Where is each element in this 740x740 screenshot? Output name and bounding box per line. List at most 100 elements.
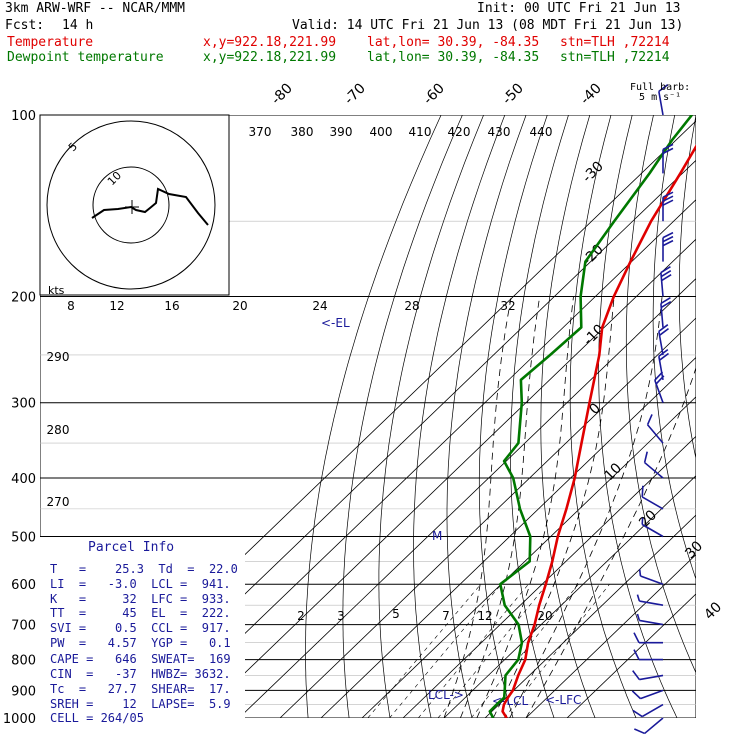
theta-label: 400 bbox=[370, 125, 393, 139]
wind-barb-flag bbox=[643, 451, 648, 463]
wind-barb-flag bbox=[633, 649, 640, 660]
theta-e-label: 270 bbox=[47, 495, 70, 509]
wind-barb bbox=[633, 649, 663, 661]
temperature-latlon: lat,lon= 30.39, -84.35 bbox=[367, 35, 540, 50]
dry-adiabat-line bbox=[478, 115, 548, 718]
dry-adiabat-line bbox=[729, 115, 740, 718]
isotherm-label: -20 bbox=[579, 241, 606, 268]
mixing-ratio-line bbox=[504, 584, 610, 718]
isotherm-label: -60 bbox=[420, 80, 447, 107]
mixing-ratio-line bbox=[418, 584, 529, 718]
full-barb-legend: Full barb: 5 m s⁻¹ bbox=[630, 83, 690, 103]
full-barb-label: Full barb: bbox=[630, 82, 691, 93]
parcel-line-cape: CAPE = 646 SWEAT= 169 bbox=[50, 652, 231, 666]
wind-barb bbox=[632, 703, 664, 718]
mixing-ratio-label: 20 bbox=[537, 609, 552, 623]
pressure-tick-label: 300 bbox=[11, 397, 36, 412]
mixing-ratio-label: 2 bbox=[297, 609, 305, 623]
wind-barb bbox=[662, 231, 674, 262]
isotherm-line bbox=[361, 396, 696, 718]
pressure-tick-label: 100 bbox=[11, 109, 36, 124]
isotherm-label: -80 bbox=[268, 80, 295, 107]
theta-label: 390 bbox=[330, 125, 353, 139]
dewpoint-xy: x,y=922.18,221.99 bbox=[203, 50, 337, 65]
wind-barb-flag bbox=[662, 195, 674, 202]
hodograph-speed-label: 16 bbox=[164, 299, 179, 313]
theta-e-label: 290 bbox=[47, 350, 70, 364]
isotherm-line bbox=[566, 593, 696, 718]
dry-adiabat-line bbox=[510, 115, 569, 718]
hodograph-speed-label: 12 bbox=[109, 299, 124, 313]
parcel-line-tc: Tc = 27.7 SHEAR= 17. bbox=[50, 682, 231, 696]
wind-barb-flag bbox=[660, 266, 671, 274]
wind-barb-flag bbox=[662, 239, 674, 247]
wind-barb bbox=[641, 485, 664, 510]
wind-barb-half-flag bbox=[636, 594, 641, 602]
wind-barb bbox=[660, 266, 672, 297]
wind-barb-half-flag bbox=[641, 517, 644, 525]
hodograph-kts-label: kts bbox=[48, 284, 65, 297]
parcel-line-tt: TT = 45 EL = 222. bbox=[50, 606, 231, 620]
dry-adiabat-line bbox=[705, 115, 740, 718]
moist-adiabat-line bbox=[509, 296, 663, 718]
mixing-ratio-line bbox=[437, 584, 548, 718]
theta-label: 420 bbox=[448, 125, 471, 139]
wind-barb-flag bbox=[634, 728, 645, 735]
wind-barb bbox=[634, 717, 664, 735]
isotherm-line bbox=[525, 553, 696, 718]
isotherm-label: 40 bbox=[701, 599, 725, 623]
wind-barb bbox=[631, 689, 664, 700]
dry-adiabat-line bbox=[342, 115, 463, 718]
temperature-profile-line bbox=[501, 144, 696, 718]
wind-barb-flag bbox=[633, 632, 640, 644]
wind-barb bbox=[632, 670, 664, 681]
wind-barb bbox=[643, 451, 664, 479]
parcel-line-sreh: SREH = 12 LAPSE= 5.9 bbox=[50, 697, 231, 711]
moist-adiabat-line bbox=[460, 296, 541, 718]
forecast-label: Fcst: bbox=[5, 18, 45, 33]
wind-barb-shaft bbox=[640, 575, 664, 585]
hodograph-speed-label: 32 bbox=[500, 299, 515, 313]
wind-barb-shaft bbox=[641, 703, 664, 718]
sounding-annotation: <-LCL bbox=[492, 694, 528, 708]
moist-adiabat-line bbox=[492, 296, 615, 718]
dry-adiabat-line bbox=[446, 115, 527, 718]
moist-adiabat-line bbox=[525, 366, 696, 718]
wind-barb-shaft bbox=[641, 496, 664, 510]
wind-barb-flag bbox=[646, 414, 653, 426]
full-barb-unit: 5 m s⁻¹ bbox=[639, 92, 682, 103]
isotherm-line bbox=[238, 278, 696, 718]
mixing-ratio-label: 12 bbox=[477, 609, 492, 623]
wind-barb-shaft bbox=[644, 717, 664, 735]
isotherm-line bbox=[443, 475, 696, 718]
isotherm-label: -70 bbox=[341, 80, 368, 107]
dry-adiabat-line bbox=[678, 115, 696, 461]
pressure-tick-label: 600 bbox=[11, 578, 36, 593]
parcel-line-cin: CIN = -37 HWBZ= 3632. bbox=[50, 667, 231, 681]
wind-barb-half-flag bbox=[636, 613, 641, 621]
wind-barb bbox=[636, 594, 664, 606]
wind-barb bbox=[660, 296, 672, 328]
wind-barb-flag bbox=[658, 324, 669, 333]
wind-barb bbox=[638, 569, 664, 585]
wind-barb-flag bbox=[631, 690, 641, 700]
sounding-annotation: <-LFC bbox=[545, 693, 581, 707]
pressure-tick-label: 900 bbox=[11, 684, 36, 699]
dry-adiabat-line bbox=[413, 115, 506, 718]
dry-adiabat-line bbox=[378, 115, 484, 718]
wind-barb-shaft bbox=[646, 424, 664, 444]
pressure-tick-label: 500 bbox=[11, 530, 36, 545]
mixing-ratio-line bbox=[367, 584, 482, 718]
wind-barb-shaft bbox=[639, 674, 664, 681]
isotherm-label: 30 bbox=[682, 538, 706, 562]
wind-barb-shaft bbox=[639, 619, 664, 626]
pressure-tick-label: 200 bbox=[11, 291, 36, 306]
wind-barb-flag bbox=[662, 191, 674, 198]
wind-barb-shaft bbox=[641, 523, 664, 538]
mixing-ratio-label: 3 bbox=[337, 609, 345, 623]
parcel-line-pw: PW = 4.57 YGP = 0.1 bbox=[50, 636, 231, 650]
parcel-line-svi: SVI = 0.5 CCL = 917. bbox=[50, 621, 231, 635]
pressure-tick-label: 700 bbox=[11, 619, 36, 634]
hodograph-trace bbox=[91, 187, 209, 226]
